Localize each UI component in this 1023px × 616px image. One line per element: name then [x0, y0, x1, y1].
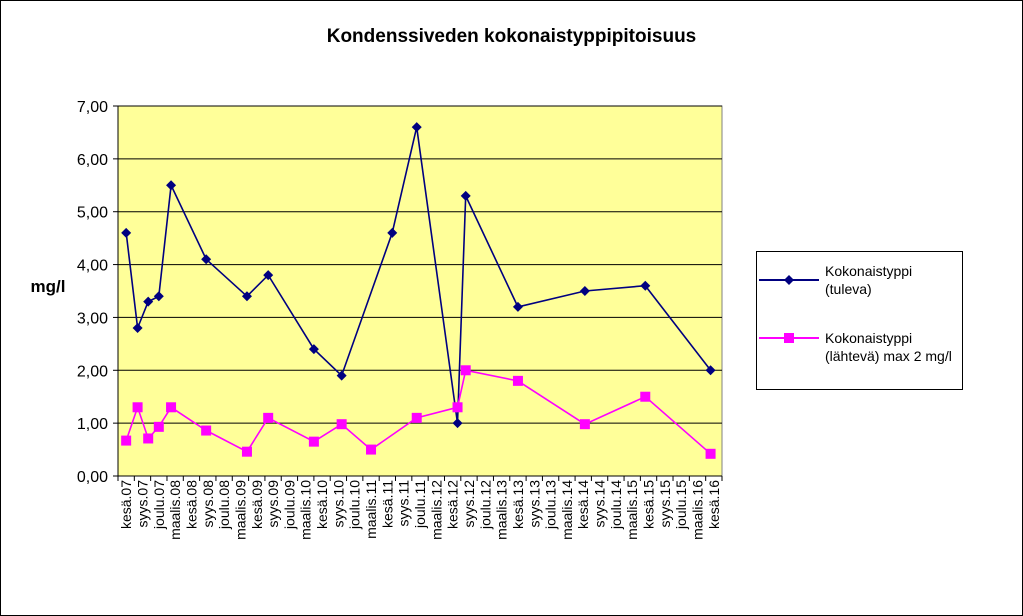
- x-tick-label: syys.07: [134, 480, 150, 528]
- x-tick-label: maalis.11: [363, 480, 379, 539]
- y-tick-label: 6,00: [77, 152, 108, 169]
- x-tick-label: joulu.14: [608, 480, 624, 530]
- data-point-2: [366, 444, 377, 455]
- legend-label-tuleva: Kokonaistyppi (tuleva): [825, 263, 913, 297]
- chart-title: Kondenssiveden kokonaistyppipitoisuus: [326, 26, 697, 47]
- x-tick-label: maalis.14: [559, 480, 575, 540]
- y-tick-label: 1,00: [77, 416, 108, 433]
- data-point-1: [241, 291, 252, 302]
- x-tick-label: kesä.13: [510, 480, 526, 529]
- x-tick-label: syys.11: [396, 480, 412, 527]
- data-point-1: [336, 370, 347, 381]
- x-tick-label: joulu.12: [477, 480, 493, 530]
- y-tick-label: 7,00: [77, 99, 108, 116]
- x-tick-label: kesä.07: [118, 480, 134, 529]
- y-tick-label: 3,00: [77, 310, 108, 327]
- y-tick-label: 0,00: [77, 469, 108, 486]
- data-point-2: [460, 365, 471, 376]
- legend-swatch-lahteva: [759, 333, 819, 343]
- x-tick-label: kesä.16: [706, 480, 722, 529]
- x-tick-label: maalis.12: [428, 480, 444, 540]
- data-point-1: [579, 286, 590, 296]
- data-point-1: [308, 344, 319, 355]
- data-point-1: [460, 190, 471, 201]
- x-tick-label: joulu.09: [281, 480, 297, 530]
- data-point-1: [263, 270, 274, 281]
- data-point-1: [201, 254, 212, 265]
- legend-label-lahteva: Kokonaistyppi (lähtevä) max 2 mg/l: [825, 330, 952, 364]
- x-tick-label: joulu.08: [216, 480, 232, 530]
- x-tick-label: syys.09: [265, 480, 281, 528]
- x-tick-label: kesä.09: [249, 480, 265, 529]
- data-point-2: [579, 419, 590, 430]
- x-tick-label: joulu.10: [347, 480, 363, 530]
- data-point-2: [241, 446, 252, 457]
- data-point-1: [143, 296, 154, 307]
- data-point-2: [640, 391, 651, 402]
- data-point-1: [121, 227, 132, 238]
- data-point-2: [411, 412, 422, 423]
- data-point-2: [512, 375, 523, 386]
- y-tick-label: 4,00: [77, 258, 108, 275]
- data-point-1: [132, 323, 143, 333]
- y-tick-label: 5,00: [77, 205, 108, 222]
- y-axis-title: mg/l: [31, 277, 66, 296]
- x-tick-label: joulu.15: [673, 480, 689, 530]
- x-tick-label: maalis.16: [690, 480, 706, 540]
- data-point-1: [387, 227, 398, 238]
- y-tick-label: 2,00: [77, 363, 108, 380]
- data-point-1: [166, 180, 177, 191]
- x-tick-label: maalis.09: [232, 480, 248, 540]
- x-tick-label: kesä.12: [445, 480, 461, 529]
- data-point-1: [452, 418, 463, 429]
- data-point-2: [308, 436, 319, 447]
- data-point-2: [166, 402, 177, 413]
- x-tick-label: joulu.07: [151, 480, 167, 530]
- chart-legend: Kokonaistyppi (tuleva) Kokonaistyppi (lä…: [756, 251, 963, 390]
- x-tick-label: kesä.14: [575, 480, 591, 529]
- x-tick-label: syys.13: [526, 480, 542, 528]
- x-tick-label: kesä.11: [379, 480, 395, 528]
- x-tick-label: kesä.15: [641, 480, 657, 529]
- x-tick-label: joulu.13: [543, 480, 559, 530]
- data-point-1: [512, 301, 523, 312]
- data-point-1: [153, 291, 164, 302]
- data-point-2: [452, 402, 463, 413]
- x-tick-label: maalis.08: [167, 480, 183, 540]
- x-tick-label: syys.15: [657, 480, 673, 528]
- legend-swatch-tuleva: [759, 275, 819, 285]
- x-tick-label: syys.12: [461, 480, 477, 528]
- data-point-2: [143, 433, 154, 444]
- x-tick-label: kesä.10: [314, 480, 330, 529]
- data-point-2: [705, 448, 716, 459]
- x-tick-label: syys.14: [592, 480, 608, 528]
- x-tick-label: kesä.08: [183, 480, 199, 529]
- data-point-1: [640, 280, 651, 291]
- x-tick-label: syys.08: [200, 480, 216, 528]
- x-tick-label: joulu.11: [412, 480, 428, 529]
- data-point-1: [705, 365, 716, 376]
- x-tick-label: maalis.13: [494, 480, 510, 540]
- data-point-2: [336, 419, 347, 430]
- x-tick-label: maalis.10: [298, 480, 314, 540]
- data-point-2: [121, 435, 132, 446]
- x-tick-label: maalis.15: [624, 480, 640, 540]
- data-point-1: [411, 122, 422, 133]
- data-point-2: [201, 425, 212, 436]
- x-tick-label: syys.10: [330, 480, 346, 528]
- data-point-2: [132, 402, 143, 413]
- data-point-2: [263, 412, 274, 423]
- data-point-2: [153, 421, 164, 432]
